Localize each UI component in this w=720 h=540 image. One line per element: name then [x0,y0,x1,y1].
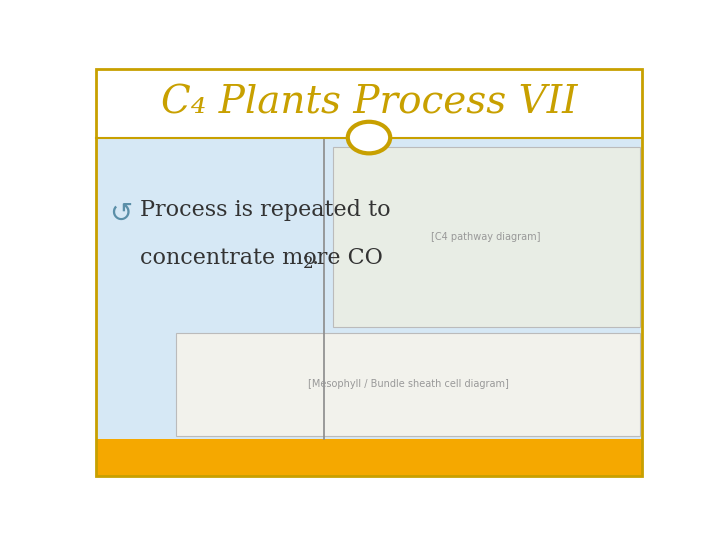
Bar [96,439,642,476]
Text: [C4 pathway diagram]: [C4 pathway diagram] [431,232,541,242]
Bar [96,138,642,439]
Text: 2: 2 [303,255,314,272]
Circle shape [348,122,390,153]
Text: concentrate more CO: concentrate more CO [140,247,383,269]
Bar [176,333,639,436]
Text: C₄ Plants Process VII: C₄ Plants Process VII [161,85,577,122]
Text: [Mesophyll / Bundle sheath cell diagram]: [Mesophyll / Bundle sheath cell diagram] [307,380,508,389]
Bar [96,69,642,138]
Bar [333,146,639,327]
Text: .: . [312,247,319,269]
Text: Process is repeated to: Process is repeated to [140,199,391,221]
Text: ↺: ↺ [109,200,132,228]
